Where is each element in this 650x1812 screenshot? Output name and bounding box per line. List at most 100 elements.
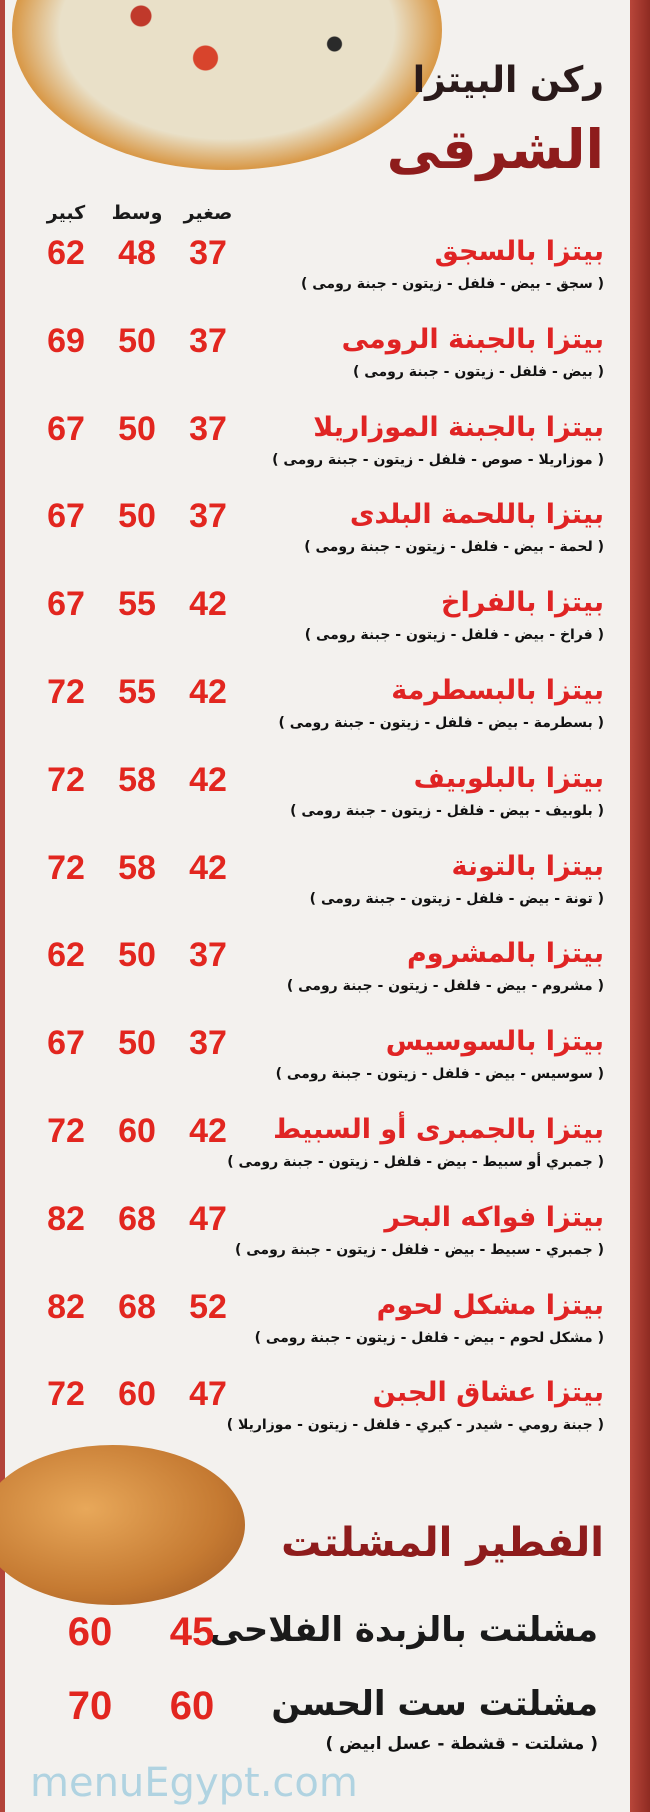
menu-item: بيتزا بالجبنة الموزاريلا ( موزاريلا - صو… bbox=[0, 409, 650, 492]
menu-item-ingredients: ( بيض - فلفل - زيتون - جبنة رومى ) bbox=[353, 363, 604, 380]
menu-item-ingredients: ( جمبري أو سبيط - بيض - فلفل - زيتون - ج… bbox=[227, 1154, 604, 1170]
price-small: 42 bbox=[189, 673, 227, 711]
price-small: 37 bbox=[189, 409, 227, 448]
menu-item-name: بيتزا بالجبنة الرومى bbox=[341, 323, 604, 355]
menu-item-name: بيتزا بالمشروم bbox=[407, 938, 604, 970]
menu-item-name: بيتزا باللحمة البلدى bbox=[349, 499, 604, 531]
price-small: 42 bbox=[189, 760, 227, 799]
menu-item-name: بيتزا بالجمبرى أو السبيط bbox=[273, 1114, 604, 1145]
fateer-photo bbox=[0, 1445, 245, 1605]
price-medium: 50 bbox=[118, 409, 156, 448]
price-large: 67 bbox=[47, 497, 85, 536]
right-border bbox=[630, 0, 650, 1812]
price-small: 42 bbox=[189, 585, 227, 624]
price-large: 72 bbox=[47, 1375, 85, 1414]
price-large: 82 bbox=[47, 1287, 85, 1326]
fateer-price-1: 45 bbox=[169, 1610, 215, 1654]
price-large: 67 bbox=[47, 585, 85, 624]
menu-item: بيتزا فواكه البحر ( جمبري - سبيط - بيض -… bbox=[0, 1199, 650, 1282]
price-medium: 50 bbox=[118, 1024, 156, 1063]
menu-item-name: بيتزا بالفراخ bbox=[441, 587, 604, 619]
menu-item: بيتزا بالجبنة الرومى ( بيض - فلفل - زيتو… bbox=[0, 321, 650, 404]
menu-item-ingredients: ( تونة - بيض - فلفل - زيتون - جبنة رومى … bbox=[309, 890, 604, 907]
menu-item-ingredients: ( فراخ - بيض - فلفل - زيتون - جبنة رومى … bbox=[304, 627, 604, 644]
price-large: 62 bbox=[47, 234, 85, 272]
fateer-price-2: 60 bbox=[67, 1610, 113, 1654]
menu-item-ingredients: ( لحمة - بيض - فلفل - زيتون - جبنة رومى … bbox=[304, 539, 604, 556]
pizza-photo bbox=[12, 0, 442, 170]
price-large: 72 bbox=[47, 673, 85, 711]
price-large: 72 bbox=[47, 1112, 85, 1150]
menu-item: بيتزا بالتونة ( تونة - بيض - فلفل - زيتو… bbox=[0, 848, 650, 931]
menu-item: بيتزا باللحمة البلدى ( لحمة - بيض - فلفل… bbox=[0, 497, 650, 579]
menu-item-name: بيتزا بالجبنة الموزاريلا bbox=[313, 411, 604, 443]
fateer-item-desc: ( مشلتت - قشطة - عسل ابيض ) bbox=[325, 1734, 598, 1754]
size-header-medium: وسط bbox=[111, 202, 163, 224]
price-large: 72 bbox=[47, 848, 85, 887]
price-medium: 58 bbox=[118, 760, 156, 799]
menu-item: بيتزا بالفراخ ( فراخ - بيض - فلفل - زيتو… bbox=[0, 585, 650, 667]
price-small: 37 bbox=[189, 1024, 227, 1063]
price-small: 42 bbox=[189, 1112, 227, 1150]
price-medium: 50 bbox=[118, 936, 156, 975]
price-small: 47 bbox=[189, 1375, 227, 1414]
price-medium: 68 bbox=[118, 1199, 156, 1238]
price-large: 62 bbox=[47, 936, 85, 975]
price-medium: 58 bbox=[118, 848, 156, 887]
menu-item-ingredients: ( سجق - بيض - فلفل - زيتون - جبنة رومى ) bbox=[300, 276, 604, 292]
menu-item-name: بيتزا مشكل لحوم bbox=[376, 1289, 604, 1321]
menu-item-ingredients: ( جمبري - سبيط - بيض - فلفل - زيتون - جب… bbox=[234, 1241, 604, 1258]
price-small: 37 bbox=[189, 936, 227, 975]
price-medium: 55 bbox=[118, 673, 156, 711]
price-small: 37 bbox=[189, 321, 227, 360]
price-small: 42 bbox=[189, 848, 227, 887]
price-medium: 60 bbox=[118, 1375, 156, 1414]
menu-item: بيتزا بالجمبرى أو السبيط ( جمبري أو سبيط… bbox=[0, 1112, 650, 1194]
menu-item-ingredients: ( بسطرمة - بيض - فلفل - زيتون - جبنة روم… bbox=[278, 715, 604, 731]
price-medium: 50 bbox=[118, 497, 156, 536]
menu-item: بيتزا بالسجق ( سجق - بيض - فلفل - زيتون … bbox=[0, 234, 650, 316]
menu-item: بيتزا بالمشروم ( مشروم - بيض - فلفل - زي… bbox=[0, 936, 650, 1018]
fateer-item-name: مشلتت بالزبدة الفلاحى bbox=[209, 1610, 598, 1650]
price-large: 82 bbox=[47, 1199, 85, 1238]
menu-item: بيتزا بالبسطرمة ( بسطرمة - بيض - فلفل - … bbox=[0, 673, 650, 755]
menu-item-ingredients: ( مشروم - بيض - فلفل - زيتون - جبنة رومى… bbox=[286, 978, 604, 995]
watermark: menuEgypt.com bbox=[30, 1760, 358, 1806]
price-medium: 68 bbox=[118, 1287, 156, 1326]
menu-item-ingredients: ( بلوبيف - بيض - فلفل - زيتون - جبنة روم… bbox=[290, 802, 604, 819]
price-large: 72 bbox=[47, 760, 85, 799]
section-title-line1: ركن البيتزا bbox=[412, 60, 604, 101]
menu-item-name: بيتزا بالبسطرمة bbox=[391, 675, 604, 706]
size-header-large: كبير bbox=[46, 202, 86, 224]
left-border bbox=[0, 0, 5, 1812]
price-large: 67 bbox=[47, 1024, 85, 1063]
menu-item-name: بيتزا بالسوسيس bbox=[385, 1026, 604, 1058]
menu-item-name: بيتزا عشاق الجبن bbox=[372, 1377, 604, 1409]
section-title-line2: الشرقى bbox=[386, 118, 604, 181]
menu-item-ingredients: ( جبنة رومي - شيدر - كيري - فلفل - زيتون… bbox=[226, 1417, 604, 1434]
price-medium: 60 bbox=[118, 1112, 156, 1150]
menu-item-ingredients: ( مشكل لحوم - بيض - فلفل - زيتون - جبنة … bbox=[254, 1329, 604, 1346]
menu-item-name: بيتزا بالتونة bbox=[451, 850, 604, 882]
fateer-section-title: الفطير المشلتت bbox=[281, 1520, 604, 1566]
price-small: 52 bbox=[189, 1287, 227, 1326]
price-large: 67 bbox=[47, 409, 85, 448]
price-medium: 50 bbox=[118, 321, 156, 360]
menu-item-ingredients: ( موزاريلا - صوص - فلفل - زيتون - جبنة ر… bbox=[272, 451, 604, 468]
menu-item: بيتزا بالبلوبيف ( بلوبيف - بيض - فلفل - … bbox=[0, 760, 650, 843]
fateer-item-name: مشلتت ست الحسن bbox=[271, 1684, 598, 1724]
price-small: 37 bbox=[189, 234, 227, 272]
menu-item: بيتزا مشكل لحوم ( مشكل لحوم - بيض - فلفل… bbox=[0, 1287, 650, 1370]
price-small: 47 bbox=[189, 1199, 227, 1238]
price-medium: 48 bbox=[118, 234, 156, 272]
price-small: 37 bbox=[189, 497, 227, 536]
menu-item: بيتزا عشاق الجبن ( جبنة رومي - شيدر - كي… bbox=[0, 1375, 650, 1457]
size-header-small: صغير bbox=[183, 202, 233, 224]
fateer-price-2: 70 bbox=[67, 1684, 113, 1728]
menu-item-name: بيتزا بالسجق bbox=[434, 236, 604, 267]
menu-item: بيتزا بالسوسيس ( سوسيس - بيض - فلفل - زي… bbox=[0, 1024, 650, 1106]
menu-item-ingredients: ( سوسيس - بيض - فلفل - زيتون - جبنة رومى… bbox=[275, 1066, 604, 1083]
menu-item-name: بيتزا بالبلوبيف bbox=[413, 762, 604, 794]
price-medium: 55 bbox=[118, 585, 156, 624]
menu-item-name: بيتزا فواكه البحر bbox=[384, 1201, 604, 1233]
